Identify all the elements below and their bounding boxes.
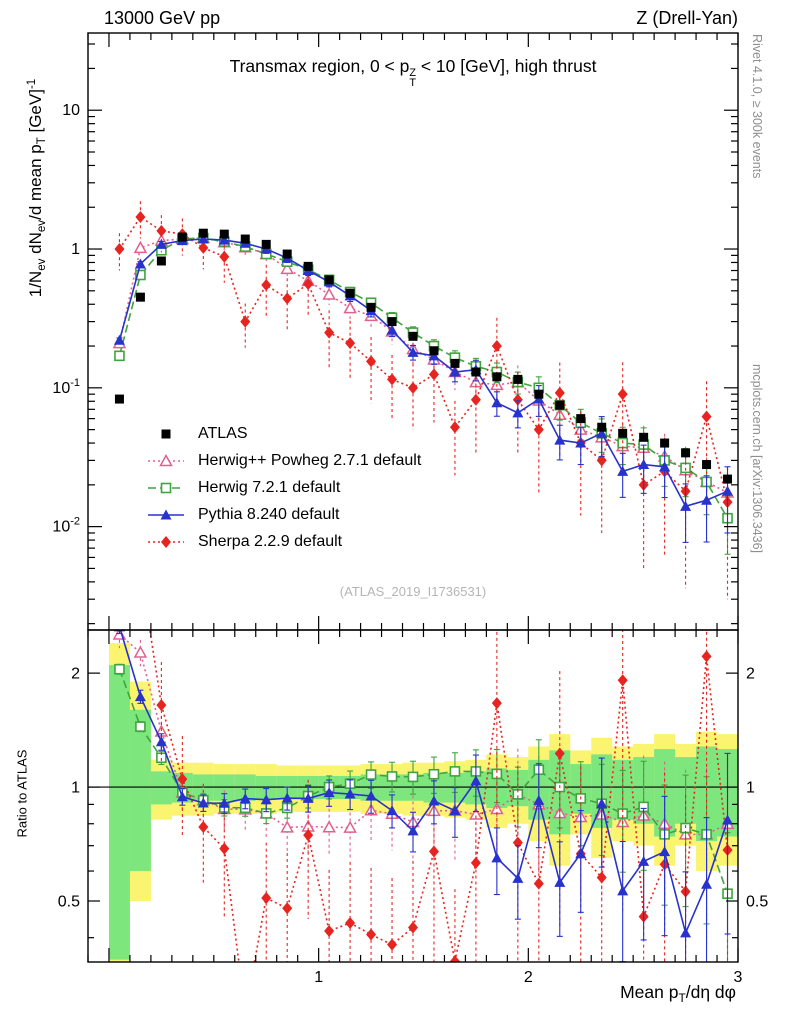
atlas-marker-icon (161, 429, 171, 438)
svg-text:2: 2 (71, 666, 80, 683)
sherpa-marker-icon (148, 535, 184, 548)
rivet-version-label: Rivet 4.1.0, ≥ 300k events (750, 34, 764, 179)
legend-item-pythia: Pythia 8.240 default (146, 501, 421, 528)
legend-item-sherpa: Sherpa 2.2.9 default (146, 528, 421, 555)
x-axis-label: Mean pT/dη dφ (620, 982, 736, 1006)
legend-label: Pythia 8.240 default (198, 505, 340, 523)
svg-text:0.5: 0.5 (746, 894, 768, 911)
analysis-id-watermark: (ATLAS_2019_I1736531) (339, 584, 487, 599)
svg-text:2: 2 (524, 969, 533, 986)
ratio-y-axis-label: Ratio to ATLAS (14, 749, 30, 838)
y-axis-label: 1/Nev dNev/d mean pT [GeV]-1 (26, 78, 49, 298)
legend-item-herwig: Herwig 7.2.1 default (146, 474, 421, 501)
herwig-marker-icon (148, 482, 184, 493)
series-atlas (114, 228, 733, 484)
legend: ATLAS Herwig++ Powheg 2.7.1 default Herwig… (146, 420, 421, 555)
herwigpp-powheg-marker-icon (148, 453, 184, 466)
axis-tick-labels: 10 1 10-1 10-2 2 2 1 1 0.5 0.5 1 2 3 (52, 102, 768, 986)
legend-label: Herwig++ Powheg 2.7.1 default (198, 451, 422, 469)
svg-text:2: 2 (746, 666, 755, 683)
panel-frames (87, 32, 739, 963)
svg-text:3: 3 (734, 969, 743, 986)
ratio-series-pythia (113, 630, 734, 962)
axis-ticks (87, 33, 739, 962)
svg-text:10-1: 10-1 (52, 377, 80, 397)
svg-text:10-2: 10-2 (52, 516, 80, 536)
legend-label: Sherpa 2.2.9 default (198, 532, 343, 550)
legend-item-atlas: ATLAS (146, 420, 421, 447)
svg-text:1: 1 (71, 780, 80, 797)
svg-text:1: 1 (314, 969, 323, 986)
legend-label: Herwig 7.2.1 default (198, 478, 341, 496)
pythia-marker-icon (148, 509, 184, 519)
mcplots-credit-label: mcplots.cern.ch [arXiv:1306.3436] (750, 364, 764, 553)
legend-label: ATLAS (198, 424, 248, 442)
svg-text:10: 10 (62, 102, 80, 119)
beam-energy-label: 13000 GeV pp (104, 8, 221, 28)
process-label: Z (Drell-Yan) (636, 8, 738, 28)
svg-text:1: 1 (71, 241, 80, 258)
svg-text:1: 1 (746, 780, 755, 797)
legend-item-herwigpp-powheg: Herwig++ Powheg 2.7.1 default (146, 447, 421, 474)
svg-text:0.5: 0.5 (58, 894, 80, 911)
